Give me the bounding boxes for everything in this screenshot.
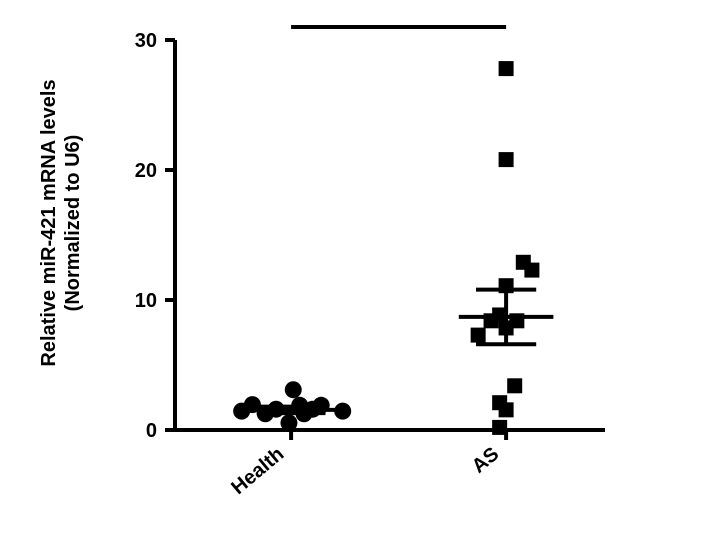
data-point — [499, 152, 514, 167]
data-point — [499, 402, 514, 417]
y-tick-label: 0 — [146, 420, 157, 442]
data-point — [285, 381, 302, 398]
y-tick-label: 30 — [135, 30, 157, 52]
data-point — [268, 401, 285, 418]
data-point — [507, 378, 522, 393]
x-category-label: Health — [227, 443, 288, 499]
y-axis-label-line1: Relative miR-421 mRNA levels — [38, 79, 60, 366]
data-point — [313, 397, 330, 414]
y-tick-label: 10 — [135, 290, 157, 312]
data-point — [334, 403, 351, 420]
y-axis-label-line2: (Normalized to U6) — [62, 135, 84, 312]
significance-label: ** — [389, 0, 408, 11]
y-tick-label: 20 — [135, 160, 157, 182]
data-point — [492, 420, 507, 435]
data-point — [509, 313, 524, 328]
data-point — [524, 263, 539, 278]
x-category-label: AS — [468, 443, 503, 478]
data-point — [471, 328, 486, 343]
data-point — [499, 61, 514, 76]
data-point — [492, 307, 507, 322]
data-point — [280, 414, 297, 431]
chart-svg: 0 10 20 30 Health AS Relative miR-421 mRNA lev… — [0, 0, 722, 551]
data-point — [499, 278, 514, 293]
dotplot-chart: ** 0 10 20 30 Health AS Relative miR-421 mRNA … — [0, 0, 722, 551]
